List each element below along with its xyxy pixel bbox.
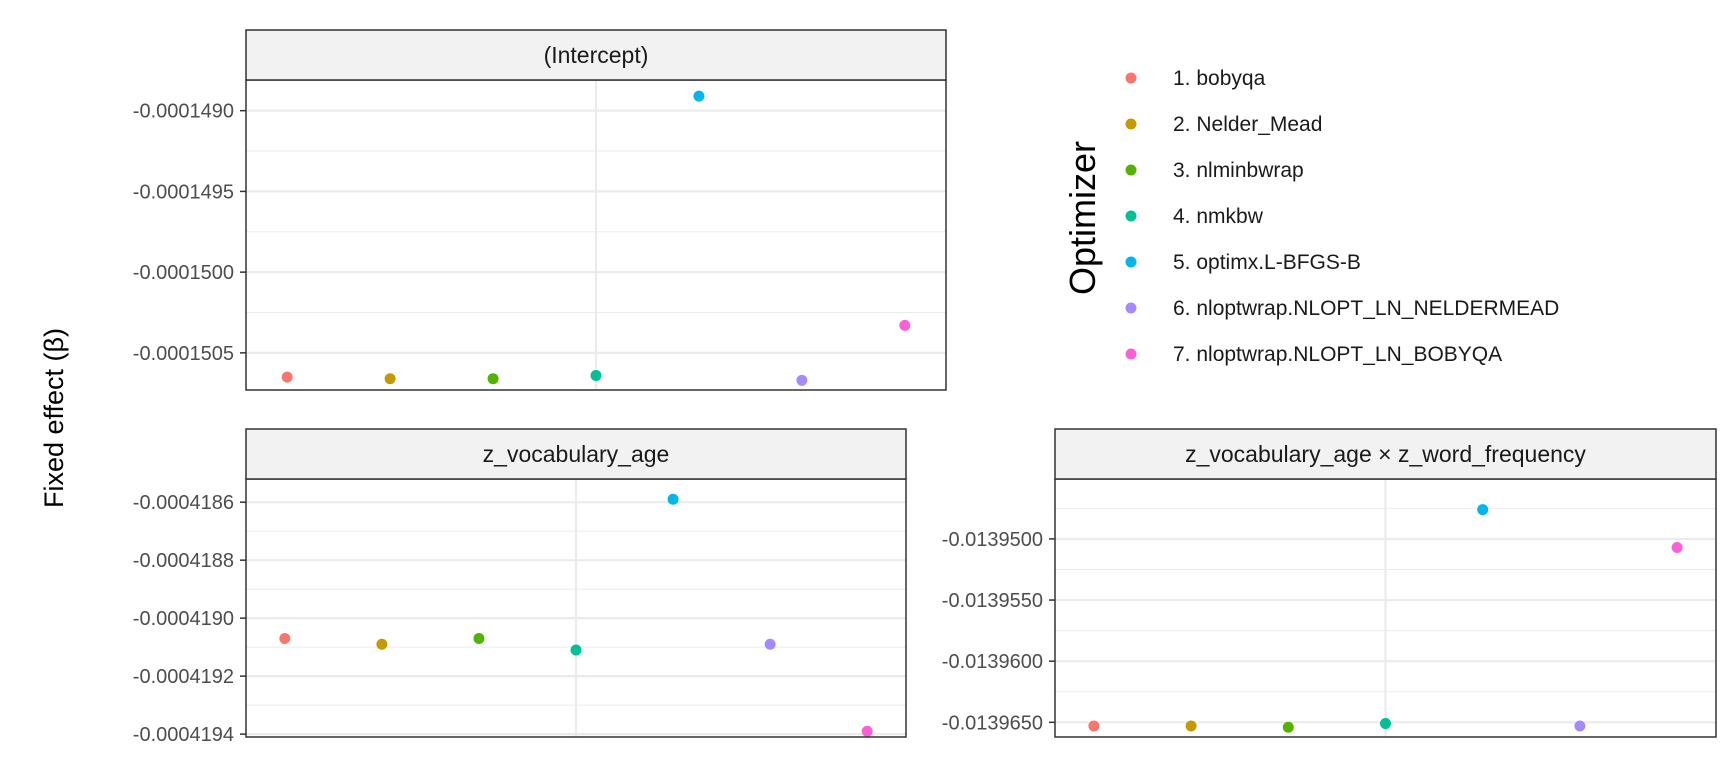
y-tick-label: -0.0004190: [133, 608, 234, 630]
legend-key: [1125, 348, 1137, 360]
data-point: [1380, 718, 1391, 730]
data-point: [1477, 504, 1489, 516]
y-tick-label: -0.0001490: [133, 101, 234, 123]
y-tick-label: -0.0139550: [942, 590, 1043, 612]
y-tick-label: -0.0139500: [942, 529, 1043, 551]
data-point: [1671, 541, 1683, 553]
legend-label: 1. bobyqa: [1173, 67, 1266, 90]
facet-panel: -0.0139500 -0.0139550 -0.0139600 -0.0139650…: [942, 428, 1717, 738]
data-point: [796, 374, 808, 386]
legend: Optimizer 1. bobyqa 2. Nelder_Mead 3. nlmi…: [1062, 67, 1559, 366]
data-point: [473, 632, 485, 644]
panels: -0.0001490 -0.0001495 -0.0001500 -0.0001505…: [133, 29, 1717, 746]
y-tick-label: -0.0004186: [133, 492, 234, 514]
legend-label: 7. nloptwrap.NLOPT_LN_BOBYQA: [1173, 343, 1502, 366]
legend-item: 5. optimx.L-BFGS-B: [1125, 251, 1361, 274]
data-point: [1185, 720, 1197, 732]
legend-title: Optimizer: [1062, 141, 1103, 295]
data-point: [376, 638, 388, 650]
y-tick-label: -0.0139650: [942, 712, 1043, 734]
legend-key: [1125, 210, 1137, 222]
data-point: [1088, 720, 1100, 732]
legend-label: 2. Nelder_Mead: [1173, 113, 1322, 136]
facet-panel: -0.0004186 -0.0004188 -0.0004190 -0.0004192…: [133, 428, 907, 746]
legend-item: 6. nloptwrap.NLOPT_LN_NELDERMEAD: [1125, 297, 1559, 320]
y-tick-label: -0.0139600: [942, 651, 1043, 673]
legend-key: [1125, 72, 1137, 84]
data-point: [693, 90, 705, 102]
data-point: [861, 725, 873, 737]
data-point: [1574, 720, 1586, 732]
data-point: [570, 644, 582, 656]
data-point: [384, 373, 396, 385]
y-tick-label: -0.0004188: [133, 550, 234, 572]
y-tick-label: -0.0004194: [133, 724, 234, 746]
legend-label: 5. optimx.L-BFGS-B: [1173, 251, 1361, 274]
facet-title: z_vocabulary_age × z_word_frequency: [1185, 441, 1586, 467]
y-axis-title: Fixed effect (β): [39, 328, 69, 508]
legend-key: [1125, 256, 1137, 268]
data-point: [281, 371, 293, 383]
data-point: [667, 493, 679, 505]
legend-key: [1125, 118, 1137, 130]
facet-strip: [1054, 428, 1717, 480]
legend-item: 3. nlminbwrap: [1125, 159, 1304, 182]
facet-strip: [245, 29, 947, 81]
y-tick-label: -0.0004192: [133, 666, 234, 688]
data-point: [487, 373, 499, 385]
legend-key: [1125, 302, 1137, 314]
legend-item: 1. bobyqa: [1125, 67, 1266, 90]
facet-title: z_vocabulary_age: [483, 441, 670, 467]
facet-title: (Intercept): [544, 42, 649, 68]
y-tick-label: -0.0001505: [133, 343, 234, 365]
facet-strip: [245, 428, 907, 480]
y-tick-label: -0.0001495: [133, 181, 234, 203]
legend-label: 6. nloptwrap.NLOPT_LN_NELDERMEAD: [1173, 297, 1559, 320]
data-point: [764, 638, 776, 650]
data-point: [590, 369, 602, 381]
legend-label: 4. nmkbw: [1173, 205, 1264, 228]
y-tick-label: -0.0001500: [133, 262, 234, 284]
data-point: [279, 632, 291, 644]
legend-item: 7. nloptwrap.NLOPT_LN_BOBYQA: [1125, 343, 1502, 366]
legend-key: [1125, 164, 1137, 176]
legend-item: 2. Nelder_Mead: [1125, 113, 1322, 136]
data-point: [899, 319, 911, 331]
legend-item: 4. nmkbw: [1125, 205, 1264, 228]
facet-panel: -0.0001490 -0.0001495 -0.0001500 -0.0001505…: [133, 29, 947, 391]
legend-label: 3. nlminbwrap: [1173, 159, 1304, 182]
data-point: [1282, 721, 1294, 733]
